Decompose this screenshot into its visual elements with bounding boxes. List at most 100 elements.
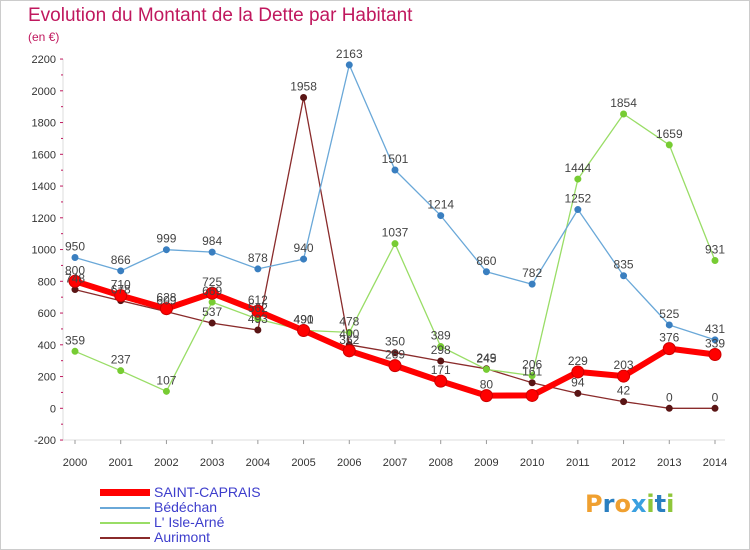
- x-tick-label: 2006: [337, 457, 361, 469]
- data-point: [391, 166, 399, 174]
- proxiti-logo: Proxiti: [585, 490, 674, 518]
- x-tick-label: 2014: [703, 457, 727, 469]
- data-label: 491: [294, 312, 314, 326]
- y-tick-label: 2000: [32, 86, 56, 98]
- data-label: 628: [156, 291, 176, 305]
- data-point: [574, 175, 582, 183]
- data-point: [479, 389, 493, 403]
- data-label: 609: [156, 294, 176, 308]
- x-tick-label: 2004: [246, 457, 270, 469]
- data-label: 269: [385, 348, 405, 362]
- data-label: 362: [339, 333, 359, 347]
- data-point: [300, 255, 308, 263]
- data-point: [708, 347, 722, 361]
- data-label: 203: [614, 358, 634, 372]
- y-tick-label: 800: [38, 276, 56, 288]
- data-point: [300, 93, 308, 101]
- data-label: 710: [111, 278, 131, 292]
- data-label: 999: [156, 232, 176, 246]
- logo-letter: P: [585, 490, 603, 518]
- data-point: [388, 359, 402, 373]
- data-label: 245: [476, 351, 496, 365]
- y-tick-label: 200: [38, 372, 56, 384]
- data-point: [574, 206, 582, 214]
- data-point: [437, 212, 445, 220]
- data-label: 1854: [610, 96, 637, 110]
- x-tick-label: 2010: [520, 457, 544, 469]
- data-label: 940: [294, 241, 314, 255]
- data-point: [117, 367, 125, 375]
- legend-label: Aurimont: [154, 529, 211, 545]
- data-label: 107: [156, 373, 176, 387]
- data-label: 1659: [656, 127, 683, 141]
- data-label: 931: [705, 243, 725, 257]
- data-point: [528, 280, 536, 288]
- y-tick-label: 1000: [32, 245, 56, 257]
- data-label: 878: [248, 251, 268, 265]
- data-point: [665, 141, 673, 149]
- data-label: 94: [571, 375, 585, 389]
- data-label: 1037: [382, 226, 409, 240]
- data-point: [574, 389, 582, 397]
- data-point: [434, 374, 448, 388]
- data-label: 725: [202, 275, 222, 289]
- data-point: [71, 253, 79, 261]
- data-point: [620, 110, 628, 118]
- data-point: [525, 388, 539, 402]
- data-label: 1214: [427, 198, 454, 212]
- series-points: [68, 61, 722, 412]
- y-tick-label: 1200: [32, 213, 56, 225]
- x-tick-label: 2013: [657, 457, 681, 469]
- data-point: [391, 349, 399, 357]
- x-tick-label: 2003: [200, 457, 224, 469]
- data-label: 748: [65, 272, 85, 286]
- data-label: 2163: [336, 47, 363, 61]
- legend-swatch: [100, 522, 150, 524]
- legend-label: Bédéchan: [154, 499, 218, 515]
- data-point: [665, 404, 673, 412]
- data-point: [437, 357, 445, 365]
- data-label: 1252: [565, 192, 592, 206]
- data-point: [662, 342, 676, 356]
- data-label: 389: [431, 329, 451, 343]
- data-label: 431: [705, 322, 725, 336]
- data-label: 350: [385, 335, 405, 349]
- data-point: [345, 61, 353, 69]
- data-point: [482, 268, 490, 276]
- data-label: 490: [294, 313, 314, 327]
- data-point: [71, 347, 79, 355]
- data-label: 612: [248, 293, 268, 307]
- x-tick-label: 2007: [383, 457, 407, 469]
- data-point: [665, 321, 673, 329]
- legend-swatch: [100, 489, 150, 496]
- data-point: [342, 344, 356, 358]
- x-tick-label: 2000: [63, 457, 87, 469]
- y-tick-label: 2200: [32, 54, 56, 66]
- logo-letter: i: [646, 490, 655, 518]
- data-label: 0: [666, 390, 673, 404]
- y-tick-label: 1400: [32, 181, 56, 193]
- data-point: [162, 387, 170, 395]
- data-point: [205, 286, 219, 300]
- data-label: 1958: [290, 79, 317, 93]
- y-tick-label: -200: [34, 435, 56, 447]
- logo-letter: x: [630, 490, 647, 518]
- data-point: [254, 326, 262, 334]
- data-point: [159, 302, 173, 316]
- x-tick-label: 2011: [566, 457, 590, 469]
- data-label: 237: [111, 353, 131, 367]
- data-point: [482, 365, 490, 373]
- data-label: 835: [614, 258, 634, 272]
- data-point: [711, 336, 719, 344]
- data-point: [528, 372, 536, 380]
- data-label: 537: [202, 305, 222, 319]
- data-label: 984: [202, 234, 222, 248]
- legend-label: SAINT-CAPRAIS: [154, 484, 261, 500]
- data-point: [117, 267, 125, 275]
- data-point: [711, 404, 719, 412]
- data-point: [208, 248, 216, 256]
- data-label: 171: [431, 363, 451, 377]
- x-tick-label: 2005: [291, 457, 315, 469]
- data-label: 0: [712, 390, 719, 404]
